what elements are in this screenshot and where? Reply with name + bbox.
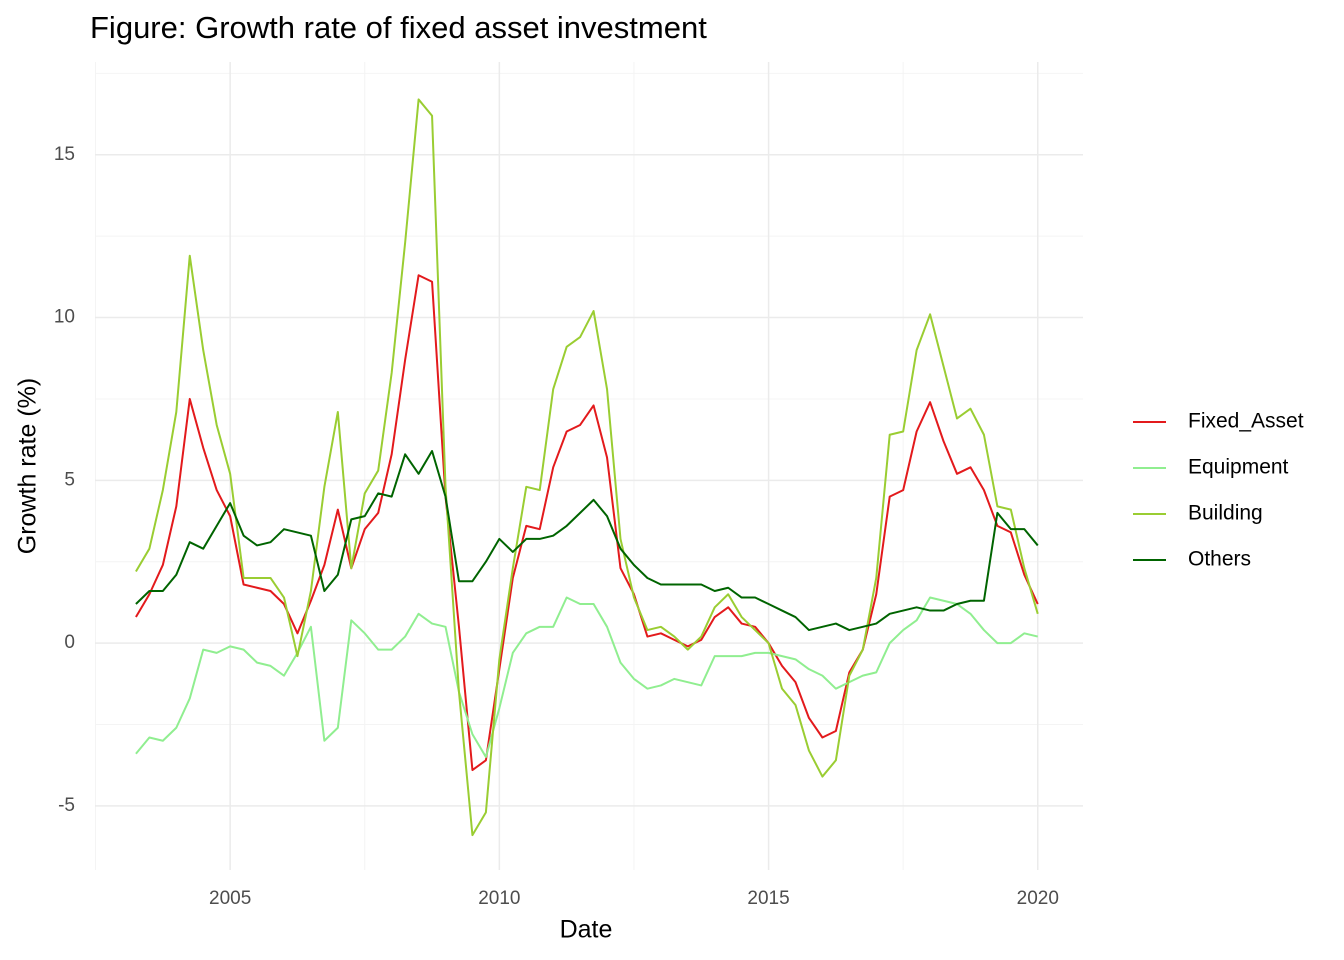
x-tick-label: 2010	[478, 888, 520, 909]
y-tick-label: 15	[54, 144, 75, 165]
legend-label: Equipment	[1188, 456, 1289, 479]
series-line	[135, 98, 1039, 837]
x-tick-label: 2015	[747, 888, 789, 909]
y-tick-label: 0	[64, 632, 75, 653]
x-axis-title: Date	[560, 916, 613, 944]
y-tick-label: -5	[58, 795, 75, 816]
y-tick-label: 5	[64, 469, 75, 490]
legend-label: Building	[1188, 502, 1263, 525]
chart-title: Figure: Growth rate of fixed asset inves…	[90, 10, 707, 45]
series-line	[135, 596, 1039, 759]
x-tick-label: 2005	[209, 888, 251, 909]
series-line	[135, 450, 1039, 632]
y-axis-title: Growth rate (%)	[14, 378, 42, 554]
legend-label: Fixed_Asset	[1188, 410, 1304, 433]
series-line	[135, 274, 1039, 772]
x-tick-label: 2020	[1017, 888, 1059, 909]
y-tick-label: 10	[54, 307, 75, 328]
legend-label: Others	[1188, 548, 1251, 571]
